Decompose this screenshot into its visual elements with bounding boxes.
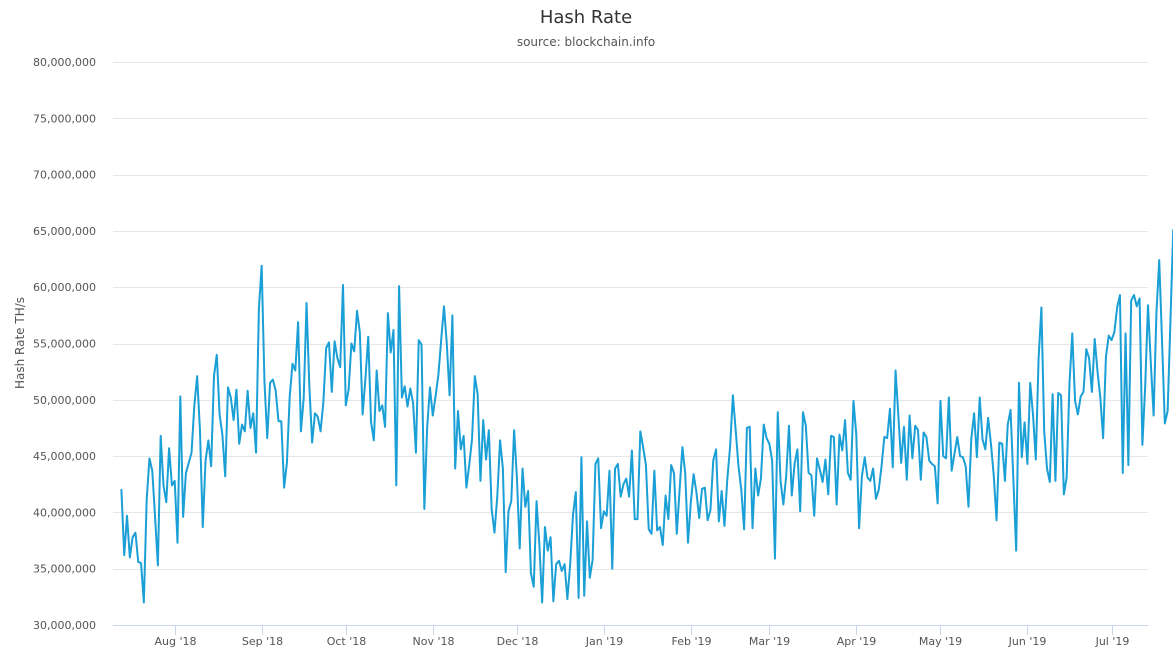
x-tick-label: Aug '18 — [155, 635, 197, 648]
x-tick-label: Jul '19 — [1095, 635, 1130, 648]
y-axis-labels: 30,000,000 35,000,000 40,000,000 45,000,000… — [33, 56, 96, 632]
x-tick-label: Sep '18 — [242, 635, 283, 648]
chart-title: Hash Rate — [540, 7, 632, 28]
y-tick-label: 55,000,000 — [33, 338, 96, 351]
y-tick-label: 70,000,000 — [33, 169, 96, 182]
x-tick-label: Mar '19 — [749, 635, 790, 648]
y-tick-label: 60,000,000 — [33, 281, 96, 294]
chart-subtitle: source: blockchain.info — [517, 35, 655, 49]
x-tick-label: Jun '19 — [1008, 635, 1047, 648]
y-tick-label: 65,000,000 — [33, 225, 96, 238]
hash-rate-series-line — [120, 228, 1173, 604]
y-axis-title: Hash Rate TH/s — [13, 297, 27, 389]
y-tick-label: 45,000,000 — [33, 450, 96, 463]
y-tick-label: 35,000,000 — [33, 563, 96, 576]
x-axis: Aug '18 Sep '18 Oct '18 Nov '18 Dec '18 Jan '… — [113, 625, 1148, 648]
x-tick-label: May '19 — [919, 635, 962, 648]
x-tick-label: Apr '19 — [837, 635, 877, 648]
y-tick-label: 80,000,000 — [33, 56, 96, 69]
y-tick-label: 40,000,000 — [33, 506, 96, 519]
x-tick-label: Dec '18 — [497, 635, 539, 648]
x-tick-label: Jan '19 — [585, 635, 623, 648]
x-tick-label: Feb '19 — [672, 635, 712, 648]
x-tick-label: Oct '18 — [327, 635, 367, 648]
y-tick-label: 75,000,000 — [33, 112, 96, 125]
series-group — [120, 228, 1173, 604]
y-tick-label: 30,000,000 — [33, 619, 96, 632]
x-tick-label: Nov '18 — [413, 635, 455, 648]
grid-lines — [113, 62, 1148, 570]
y-tick-label: 50,000,000 — [33, 394, 96, 407]
